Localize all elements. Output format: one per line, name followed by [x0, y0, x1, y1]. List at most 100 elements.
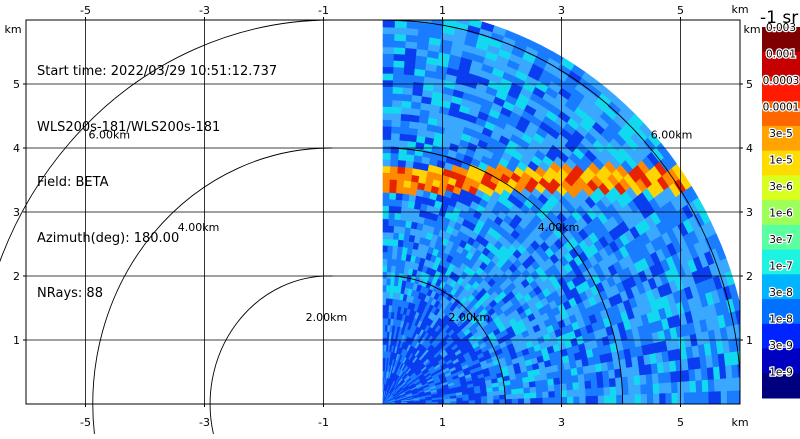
- range-gate-cell: [709, 392, 715, 404]
- range-gate-cell: [395, 213, 402, 220]
- range-gate-cell: [537, 398, 543, 404]
- range-gate-cell: [383, 47, 394, 54]
- range-gate-cell: [383, 113, 392, 120]
- nrays-text: NRays: 88: [37, 285, 277, 304]
- range-gate-cell: [548, 379, 555, 386]
- range-gate-cell: [585, 381, 592, 389]
- range-gate-cell: [389, 199, 396, 206]
- range-gate-cell: [518, 394, 524, 399]
- range-gate-cell: [469, 397, 475, 401]
- range-gate-cell: [393, 74, 404, 81]
- range-gate-cell: [561, 397, 567, 404]
- range-gate-cell: [391, 146, 399, 153]
- range-gate-cell: [400, 134, 409, 141]
- range-gate-cell: [708, 380, 715, 392]
- range-gate-cell: [746, 391, 752, 405]
- range-gate-cell: [555, 391, 561, 398]
- y-tick-label-left: 5: [13, 78, 20, 91]
- range-gate-cell: [738, 364, 745, 378]
- range-gate-cell: [536, 392, 542, 398]
- colorbar-tick-label: 1e-7: [769, 261, 793, 273]
- range-gate-cell: [617, 395, 623, 404]
- range-gate-cell: [394, 47, 406, 54]
- range-gate-cell: [573, 382, 580, 390]
- range-gate-cell: [543, 398, 549, 404]
- range-gate-cell: [597, 380, 604, 389]
- range-gate-cell: [404, 180, 412, 188]
- range-gate-cell: [383, 140, 391, 147]
- range-gate-cell: [403, 194, 410, 201]
- range-gate-cell: [389, 219, 395, 226]
- range-gate-cell: [383, 146, 391, 153]
- range-gate-cell: [390, 173, 398, 180]
- range-gate-cell: [383, 20, 395, 27]
- range-gate-cell: [530, 393, 536, 399]
- range-gate-cell: [714, 379, 721, 392]
- range-gate-cell: [535, 381, 542, 388]
- colorbar-tick-label: 1e-8: [769, 314, 793, 326]
- range-gate-cell: [653, 384, 660, 394]
- colorbar-tick-label: 3e-7: [769, 234, 793, 246]
- instrument-text: WLS200s-181/WLS200s-181: [37, 119, 277, 138]
- y-unit-label-left: km: [4, 23, 21, 36]
- range-ring-label-right: 4.00km: [538, 221, 580, 234]
- range-gate-cell: [403, 87, 414, 95]
- colorbar-tick-label: 3e-5: [769, 128, 793, 140]
- range-gate-cell: [511, 389, 518, 394]
- range-gate-cell: [653, 394, 659, 404]
- colorbar-tick-label: 0.0001: [763, 102, 800, 114]
- range-gate-cell: [628, 376, 635, 386]
- range-gate-cell: [604, 387, 611, 396]
- range-gate-cell: [401, 120, 410, 127]
- range-gate-cell: [395, 27, 407, 34]
- range-gate-cell: [635, 385, 642, 395]
- range-gate-cell: [548, 385, 555, 392]
- range-gate-cell: [604, 396, 610, 404]
- range-gate-cell: [745, 377, 752, 391]
- range-gate-cell: [518, 388, 525, 394]
- range-gate-cell: [523, 382, 530, 388]
- range-gate-cell: [383, 199, 390, 206]
- range-gate-cell: [598, 396, 604, 404]
- range-gate-cell: [397, 173, 405, 180]
- colorbar-tick-label: 3e-6: [769, 181, 793, 193]
- range-gate-cell: [635, 395, 641, 405]
- range-gate-cell: [383, 87, 393, 94]
- range-gate-cell: [566, 376, 573, 384]
- range-gate-cell: [487, 392, 493, 397]
- range-gate-cell: [641, 394, 647, 404]
- colorbar-tick-label: 0.001: [766, 49, 796, 61]
- x-unit-label-top: km: [731, 3, 748, 16]
- range-gate-cell: [744, 363, 751, 377]
- range-gate-cell: [603, 379, 610, 388]
- range-gate-cell: [383, 192, 390, 199]
- range-gate-cell: [396, 193, 403, 200]
- start-time-text: Start time: 2022/03/29 10:51:12.737: [37, 63, 277, 82]
- range-gate-cell: [390, 166, 398, 173]
- range-gate-cell: [392, 113, 402, 120]
- range-gate-cell: [383, 93, 393, 100]
- range-gate-cell: [383, 166, 391, 173]
- range-gate-cell: [720, 379, 727, 392]
- range-gate-cell: [394, 67, 405, 74]
- y-unit-label-right: km: [743, 23, 760, 36]
- range-gate-cell: [684, 381, 691, 393]
- range-gate-cell: [383, 219, 389, 226]
- range-gate-cell: [616, 386, 623, 395]
- range-gate-cell: [475, 400, 481, 404]
- range-gate-cell: [554, 384, 561, 391]
- colorbar-title: -1 sr: [760, 8, 798, 28]
- range-gate-cell: [400, 127, 409, 134]
- range-gate-cell: [391, 140, 400, 147]
- range-gate-cell: [402, 200, 409, 207]
- range-gate-cell: [678, 393, 684, 404]
- range-gate-cell: [394, 233, 400, 240]
- range-gate-cell: [383, 100, 393, 107]
- range-gate-cell: [488, 400, 494, 404]
- range-gate-cell: [524, 399, 530, 404]
- range-gate-cell: [506, 395, 512, 400]
- range-gate-cell: [402, 107, 412, 114]
- range-gate-cell: [401, 114, 411, 121]
- range-gate-cell: [383, 252, 388, 259]
- x-tick-label-bottom: 3: [558, 416, 565, 429]
